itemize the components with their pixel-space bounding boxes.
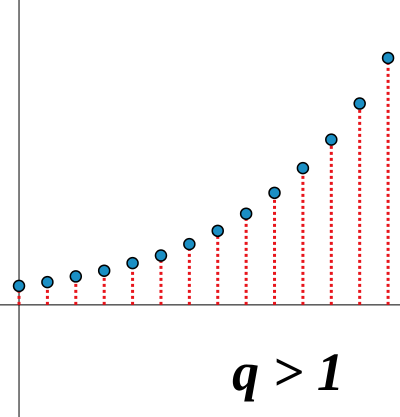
marker [183, 237, 196, 251]
marker [126, 256, 139, 270]
marker [41, 275, 54, 289]
marker [12, 279, 26, 293]
marker [154, 249, 168, 262]
annotation: q > 1 [232, 342, 344, 402]
marker [353, 97, 366, 110]
marker [296, 161, 310, 175]
marker [325, 133, 338, 146]
marker [211, 224, 224, 238]
marker [69, 270, 83, 283]
marker [268, 186, 281, 200]
marker [97, 264, 111, 277]
marker [381, 51, 395, 65]
marker [239, 207, 253, 220]
